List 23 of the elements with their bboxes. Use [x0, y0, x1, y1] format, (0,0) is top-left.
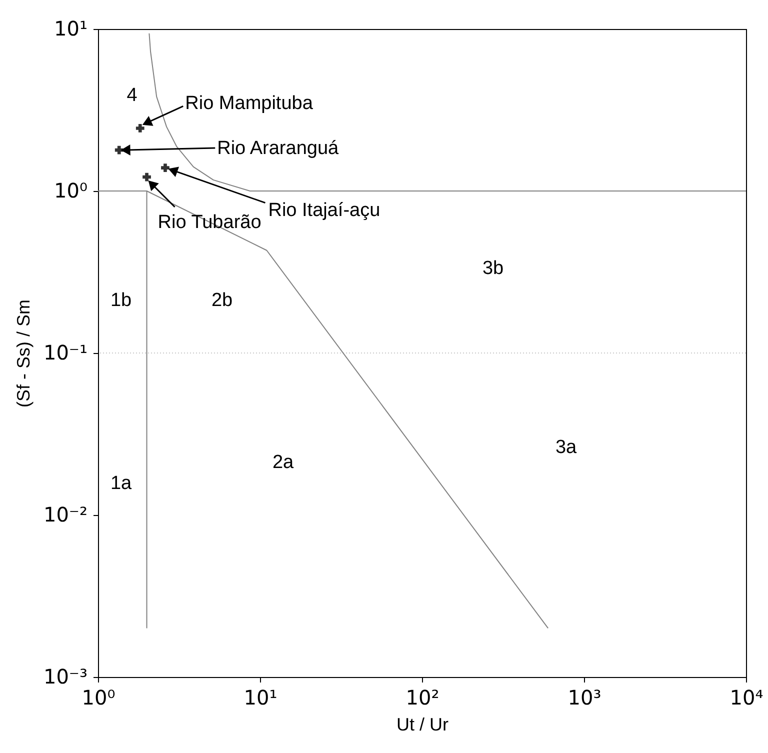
- x-tick-label: 10²: [406, 686, 440, 710]
- annotation: 2a: [272, 452, 294, 473]
- y-tick-label: 10⁻³: [43, 664, 88, 688]
- x-tick-label: 10³: [568, 686, 602, 710]
- y-axis-title: (Sf - Ss) / Sm: [13, 300, 34, 408]
- annotation: Rio Tubarão: [158, 212, 262, 234]
- annotation: 4: [126, 85, 138, 106]
- annotation: 3a: [555, 437, 577, 458]
- x-axis-title: Ut / Ur: [396, 714, 448, 734]
- annotation: Rio Mampituba: [185, 93, 314, 114]
- annotation: 1a: [110, 473, 132, 494]
- annotation: Rio Itajaí-açu: [268, 200, 380, 221]
- y-tick-label: 10⁻²: [43, 502, 88, 526]
- annotation: 3b: [482, 258, 504, 279]
- x-tick-label: 10⁴: [730, 686, 764, 710]
- y-tick-label: 10¹: [54, 16, 88, 40]
- x-tick-label: 10⁰: [82, 686, 116, 710]
- annotation: Rio Araranguá: [217, 138, 340, 160]
- annotation: 1b: [110, 290, 132, 311]
- y-tick-label: 10⁰: [54, 178, 88, 202]
- annotation: 2b: [211, 290, 233, 311]
- y-tick-label: 10⁻¹: [43, 340, 88, 364]
- x-tick-label: 10¹: [244, 686, 278, 710]
